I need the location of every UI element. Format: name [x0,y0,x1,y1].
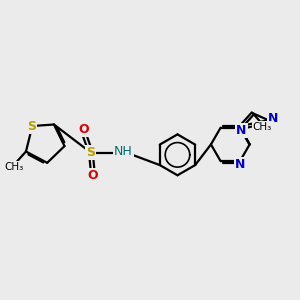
Text: O: O [87,169,98,182]
Text: NH: NH [114,145,133,158]
Text: CH₃: CH₃ [253,122,272,132]
Text: CH₃: CH₃ [4,162,23,172]
Text: S: S [86,146,95,159]
Text: N: N [268,112,278,125]
Text: N: N [236,124,247,137]
Text: S: S [27,119,36,133]
Text: O: O [79,123,89,136]
Text: N: N [235,158,245,171]
